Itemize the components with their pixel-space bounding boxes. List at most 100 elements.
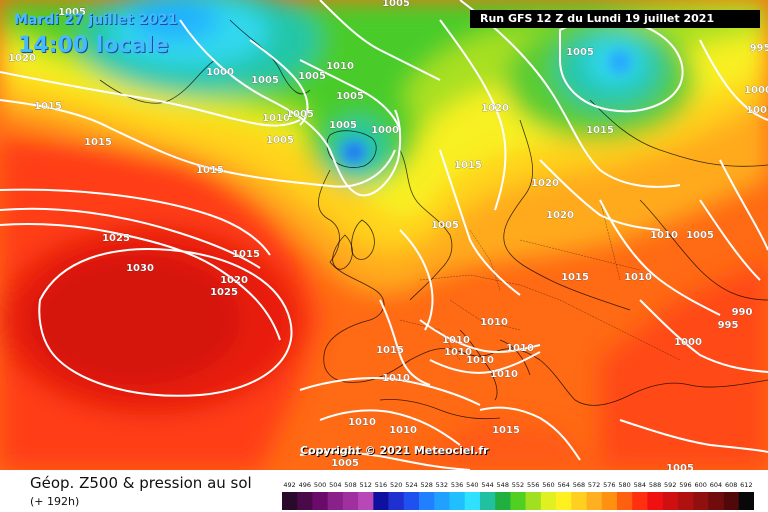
isobar-label: 1005 [382,0,410,9]
isobar-label: 1005 [746,105,768,116]
isobar-label: 995 [718,320,739,331]
legend-swatch [434,492,450,510]
isobar-label: 1010 [444,347,472,358]
model-run-info: Run GFS 12 Z du Lundi 19 juillet 2021 [470,10,760,28]
isobar-label: 1015 [232,249,260,260]
isobar-label: 1005 [686,230,714,241]
legend-swatch [571,492,587,510]
isobar-label: 1005 [329,120,357,131]
legend-swatch [693,492,709,510]
isobar-label: 1010 [348,417,376,428]
legend-swatch [586,492,603,510]
legend-swatch [662,492,679,510]
isobar-label: 1005 [251,75,279,86]
legend-tick-label: 496 [299,481,311,489]
legend-swatch [510,492,526,510]
coastlines [99,19,768,420]
legend-swatch [388,492,405,510]
isobar-label: 995 [750,43,768,54]
legend-swatch [342,492,359,510]
isobar-label: 1010 [382,373,410,384]
isobar-label: 1015 [34,101,62,112]
legend-tick-label: 512 [360,481,372,489]
isobar-label: 1000 [206,67,234,78]
isobar-label: 1020 [546,210,574,221]
isobar-label: 1030 [126,263,154,274]
legend-tick-label: 492 [283,481,295,489]
legend-tick-label: 500 [314,481,326,489]
isobar-label: 1015 [492,425,520,436]
color-scale-legend: 492 496 500 504 508 512 516 520 524 528 532 536 540 5… [282,481,754,510]
legend-swatch [282,492,298,510]
map-caption: Géop. Z500 & pression au sol [30,474,252,492]
legend-swatch [632,492,648,510]
isobar-label: 1010 [389,425,417,436]
legend-swatch [556,492,572,510]
isobar-label: 1005 [666,463,694,470]
legend-tick-label: 572 [588,481,600,489]
legend-tick-label: 604 [710,481,722,489]
legend-tick-label: 548 [497,481,509,489]
isobar-label: 1010 [466,355,494,366]
isobar-label: 990 [732,307,753,318]
isobar-label: 1005 [431,220,459,231]
isobar-label: 1010 [442,335,470,346]
legend-swatch [403,492,420,510]
legend-swatch [647,492,663,510]
legend-swatch [449,492,466,510]
isobar-label: 1010 [624,272,652,283]
legend-swatch [327,492,344,510]
legend-tick-label: 516 [375,481,387,489]
isobar-label: 1000 [674,337,702,348]
legend-tick-label: 524 [405,481,417,489]
legend-tick-label: 552 [512,481,524,489]
isobar-label: 1005 [266,135,294,146]
legend-tick-label: 560 [542,481,554,489]
isobar-label: 1005 [331,458,359,469]
isobar-label: 1015 [561,272,589,283]
legend-tick-label: 576 [603,481,615,489]
legend-tick-label: 600 [694,481,706,489]
isobar-label: 1020 [481,103,509,114]
forecast-date: Mardi 27 juillet 2021 [14,12,178,28]
geopotential-map: 1005 1020 1000 1005 1005 1010 1005 1010 1005 1005… [0,0,768,470]
isobar-label: 1010 [326,61,354,72]
copyright-text: Copyright © 2021 Meteociel.fr [300,444,489,457]
isobar-label: 1010 [650,230,678,241]
isobar-label: 1015 [84,137,112,148]
legend-tick-label: 580 [618,481,630,489]
isobar-label: 1020 [220,275,248,286]
legend-tick-label: 596 [679,481,691,489]
isobar-labels: 1005 1020 1000 1005 1005 1010 1005 1010 1005 1005… [8,0,768,470]
isobar-label: 1025 [210,287,238,298]
legend-swatch [297,492,313,510]
legend-swatch [540,492,557,510]
legend-swatch [312,492,328,510]
forecast-hour: (+ 192h) [30,495,80,508]
legend-tick-label: 504 [329,481,341,489]
legend-swatch [677,492,694,510]
isobar-label: 1015 [586,125,614,136]
legend-swatch [358,492,374,510]
legend-tick-label: 536 [451,481,463,489]
legend-swatch [723,492,740,510]
legend-tick-label: 592 [664,481,676,489]
legend-swatch [525,492,542,510]
legend-tick-label: 520 [390,481,402,489]
legend-tick-label: 612 [740,481,752,489]
forecast-time: 14:00 locale [18,33,169,58]
isobar-label: 1025 [102,233,130,244]
legend-swatch [616,492,633,510]
isobar-label: 1000 [371,125,399,136]
isobar-label: 1005 [566,47,594,58]
legend-tick-label: 544 [481,481,493,489]
legend-tick-label: 528 [420,481,432,489]
legend-tick-label: 608 [725,481,737,489]
isobar-label: 1005 [286,109,314,120]
legend-swatch [419,492,435,510]
legend-tick-label: 540 [466,481,478,489]
isobar-label: 1015 [196,165,224,176]
isobar-label: 1005 [58,7,86,18]
isobar-label: 1015 [454,160,482,171]
